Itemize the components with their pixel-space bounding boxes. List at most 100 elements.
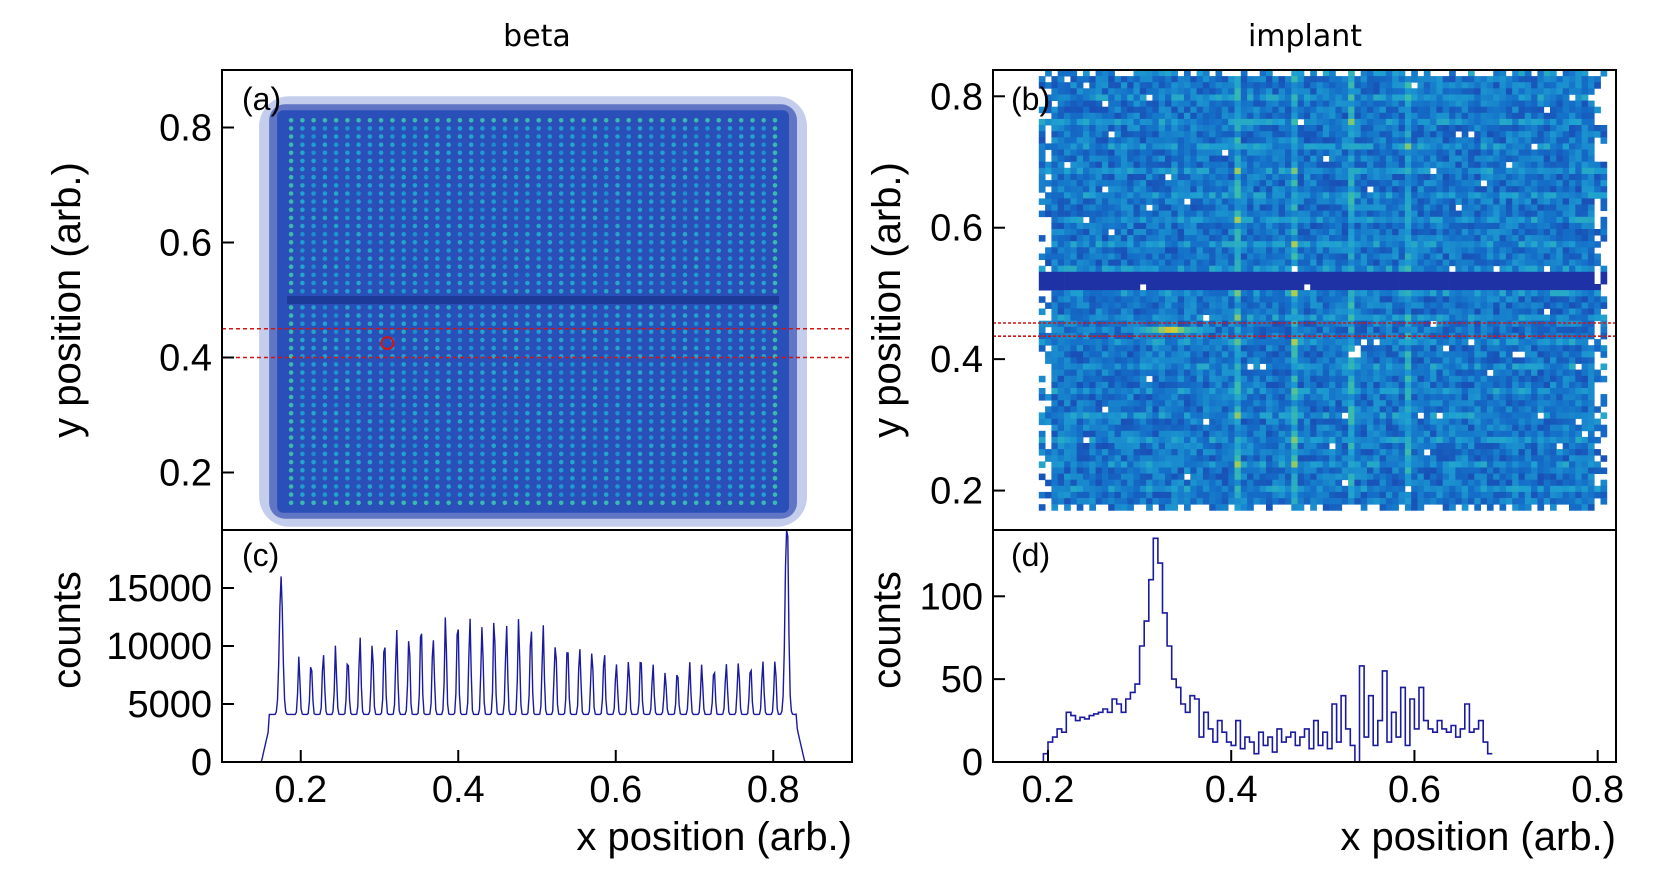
panel-b-bin bbox=[1278, 112, 1286, 120]
panel-b-bin bbox=[1272, 222, 1280, 230]
panel-b-bin bbox=[1202, 241, 1210, 248]
panel-b-bin bbox=[1316, 106, 1324, 114]
panel-a-pixel bbox=[536, 500, 541, 506]
panel-a-pixel bbox=[592, 427, 598, 432]
panel-b-bin bbox=[1076, 180, 1084, 187]
panel-b-bin bbox=[1215, 174, 1223, 181]
panel-a-pixel bbox=[761, 451, 766, 457]
panel-a-pixel bbox=[603, 484, 609, 489]
panel-b-bin bbox=[1556, 118, 1564, 126]
panel-b-bin bbox=[1259, 155, 1267, 163]
panel-b-bin bbox=[1310, 180, 1317, 187]
panel-a-pixel bbox=[682, 199, 688, 204]
panel-b-bin bbox=[1171, 125, 1179, 132]
panel-b-bin bbox=[1404, 192, 1412, 199]
panel-a-pixel bbox=[570, 321, 575, 327]
panel-a-pixel bbox=[378, 223, 384, 229]
panel-a-pixel bbox=[682, 183, 688, 188]
panel-a-pixel bbox=[390, 240, 395, 245]
panel-b-bin bbox=[1385, 247, 1393, 254]
panel-b-bin bbox=[1373, 100, 1381, 108]
panel-b-bin bbox=[1108, 100, 1115, 108]
panel-b-bin bbox=[1228, 137, 1235, 144]
panel-a-pixel bbox=[603, 443, 609, 449]
panel-a-pixel bbox=[716, 435, 721, 440]
panel-a-pixel bbox=[626, 215, 631, 221]
panel-b-bin bbox=[1190, 235, 1198, 242]
panel-a-pixel bbox=[390, 492, 395, 497]
panel-b-bin bbox=[1057, 100, 1065, 108]
panel-b-bin bbox=[1486, 100, 1494, 108]
panel-b-bin bbox=[1083, 125, 1090, 132]
panel-b-bin bbox=[1215, 118, 1223, 126]
panel-b-bin bbox=[1057, 180, 1065, 187]
panel-b-bin bbox=[1385, 180, 1393, 187]
panel-b-bin bbox=[1291, 76, 1299, 83]
panel-b-bin bbox=[1139, 88, 1147, 95]
panel-a-pixel bbox=[547, 378, 553, 384]
panel-a-pixel bbox=[457, 166, 463, 172]
panel-b-bin bbox=[1215, 259, 1223, 267]
panel-b-bin bbox=[1348, 253, 1355, 261]
panel-a-pixel bbox=[367, 443, 373, 449]
panel-a-pixel bbox=[581, 142, 586, 147]
panel-a-pixel bbox=[705, 272, 710, 278]
panel-a-pixel bbox=[761, 467, 766, 473]
panel-b-bin bbox=[1537, 198, 1545, 205]
panel-b-bin bbox=[1089, 253, 1097, 261]
panel-b-bin bbox=[1083, 229, 1090, 236]
panel-a-pixel bbox=[311, 280, 316, 286]
panel-b-bin bbox=[1221, 265, 1229, 273]
panel-b-bin bbox=[1392, 82, 1399, 89]
panel-b-bin bbox=[1291, 180, 1299, 187]
panel-b-bin bbox=[1449, 94, 1456, 102]
panel-b-bin bbox=[1316, 82, 1324, 89]
panel-b-bin bbox=[1524, 167, 1532, 175]
panel-b-bin bbox=[1436, 265, 1444, 273]
panel-b-bin bbox=[1436, 161, 1444, 169]
panel-b-bin bbox=[1524, 265, 1532, 273]
panel-b-bin bbox=[1070, 216, 1078, 224]
panel-b-bin bbox=[1272, 100, 1280, 108]
panel-b-bin bbox=[1221, 222, 1229, 230]
panel-b-bin bbox=[1486, 235, 1494, 242]
panel-b-bin bbox=[1114, 125, 1122, 132]
panel-a-pixel bbox=[671, 451, 676, 457]
panel-b-bin bbox=[1404, 76, 1412, 83]
panel-a-pixel bbox=[401, 476, 407, 481]
panel-a-pixel bbox=[502, 134, 508, 139]
panel-b-bin bbox=[1146, 241, 1153, 248]
panel-b-bin bbox=[1114, 241, 1122, 248]
panel-b-bin bbox=[1556, 88, 1564, 95]
panel-a-pixel bbox=[536, 394, 541, 400]
panel-b-bin bbox=[1240, 210, 1248, 218]
panel-b-bin bbox=[1114, 137, 1122, 144]
panel-b-bin bbox=[1297, 76, 1305, 83]
panel-a-pixel bbox=[491, 402, 497, 408]
panel-b-bin bbox=[1076, 100, 1084, 108]
panel-a-pixel bbox=[761, 166, 766, 172]
panel-b-bin bbox=[1493, 198, 1500, 205]
panel-a-pixel bbox=[502, 272, 508, 278]
panel-a-pixel bbox=[300, 264, 305, 270]
panel-a-pixel bbox=[423, 394, 429, 400]
panel-a-pixel bbox=[367, 500, 373, 506]
panel-b-bin bbox=[1569, 106, 1576, 114]
panel-b-bin bbox=[1316, 118, 1324, 126]
panel-b-bin bbox=[1278, 180, 1286, 187]
panel-b-bin bbox=[1316, 76, 1324, 83]
panel-b-bin bbox=[1575, 247, 1583, 254]
panel-a-pixel bbox=[705, 288, 710, 294]
panel-b-bin bbox=[1449, 216, 1456, 224]
panel-b-bin bbox=[1076, 125, 1084, 132]
panel-b-bin bbox=[1051, 76, 1059, 83]
panel-b-bin bbox=[1550, 174, 1557, 181]
panel-a-pixel bbox=[480, 370, 485, 375]
panel-b-bin bbox=[1360, 198, 1368, 205]
panel-b-bin bbox=[1196, 192, 1204, 199]
panel-b-bin bbox=[1379, 265, 1387, 273]
panel-b-bin bbox=[1127, 88, 1134, 95]
panel-a-pixel bbox=[558, 492, 564, 497]
panel-b-bin bbox=[1367, 241, 1374, 248]
panel-a-pixel bbox=[300, 459, 305, 465]
